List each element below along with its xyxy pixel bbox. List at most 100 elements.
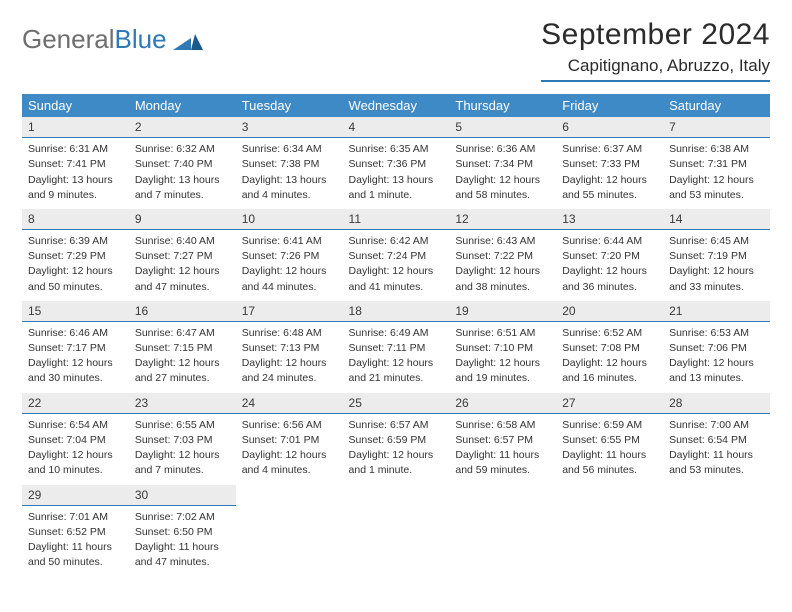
- calendar-cell: 4Sunrise: 6:35 AMSunset: 7:36 PMDaylight…: [343, 117, 450, 209]
- weekday-header: Sunday: [22, 94, 129, 117]
- day-line: Daylight: 11 hours: [28, 540, 123, 554]
- calendar-cell: 15Sunrise: 6:46 AMSunset: 7:17 PMDayligh…: [22, 301, 129, 393]
- day-number: 11: [343, 209, 450, 229]
- day-line: Daylight: 12 hours: [242, 356, 337, 370]
- day-line: and 10 minutes.: [28, 463, 123, 477]
- day-line: Sunset: 7:04 PM: [28, 433, 123, 447]
- day-line: Sunrise: 7:02 AM: [135, 510, 230, 524]
- day-line: Sunset: 7:15 PM: [135, 341, 230, 355]
- day-line: Daylight: 12 hours: [562, 264, 657, 278]
- day-line: Sunset: 7:13 PM: [242, 341, 337, 355]
- day-details: Sunrise: 6:46 AMSunset: 7:17 PMDaylight:…: [22, 322, 129, 393]
- day-line: and 21 minutes.: [349, 371, 444, 385]
- day-line: and 56 minutes.: [562, 463, 657, 477]
- day-line: Daylight: 13 hours: [242, 173, 337, 187]
- day-details: Sunrise: 6:56 AMSunset: 7:01 PMDaylight:…: [236, 414, 343, 485]
- day-line: Daylight: 12 hours: [28, 356, 123, 370]
- calendar-cell: 21Sunrise: 6:53 AMSunset: 7:06 PMDayligh…: [663, 301, 770, 393]
- day-line: and 19 minutes.: [455, 371, 550, 385]
- day-line: and 7 minutes.: [135, 463, 230, 477]
- day-line: Daylight: 11 hours: [135, 540, 230, 554]
- day-number: 29: [22, 485, 129, 505]
- day-line: Daylight: 11 hours: [562, 448, 657, 462]
- day-number: 1: [22, 117, 129, 137]
- weekday-header: Friday: [556, 94, 663, 117]
- day-line: Daylight: 12 hours: [455, 264, 550, 278]
- day-number: 26: [449, 393, 556, 413]
- day-line: Daylight: 12 hours: [349, 264, 444, 278]
- day-line: and 1 minute.: [349, 188, 444, 202]
- day-number: 5: [449, 117, 556, 137]
- calendar-cell: 18Sunrise: 6:49 AMSunset: 7:11 PMDayligh…: [343, 301, 450, 393]
- day-line: Daylight: 12 hours: [28, 448, 123, 462]
- day-line: Sunrise: 6:49 AM: [349, 326, 444, 340]
- day-number: 23: [129, 393, 236, 413]
- day-number: 21: [663, 301, 770, 321]
- calendar-cell: 29Sunrise: 7:01 AMSunset: 6:52 PMDayligh…: [22, 485, 129, 577]
- calendar-cell: 28Sunrise: 7:00 AMSunset: 6:54 PMDayligh…: [663, 393, 770, 485]
- day-line: and 50 minutes.: [28, 555, 123, 569]
- day-number: 20: [556, 301, 663, 321]
- day-line: and 4 minutes.: [242, 463, 337, 477]
- day-line: and 38 minutes.: [455, 280, 550, 294]
- day-line: and 4 minutes.: [242, 188, 337, 202]
- day-line: Sunset: 7:06 PM: [669, 341, 764, 355]
- day-line: Sunset: 7:34 PM: [455, 157, 550, 171]
- day-line: and 58 minutes.: [455, 188, 550, 202]
- day-line: Sunset: 6:50 PM: [135, 525, 230, 539]
- day-details: Sunrise: 6:59 AMSunset: 6:55 PMDaylight:…: [556, 414, 663, 485]
- day-line: and 30 minutes.: [28, 371, 123, 385]
- day-number: 7: [663, 117, 770, 137]
- day-line: Sunrise: 6:40 AM: [135, 234, 230, 248]
- day-line: Sunrise: 7:00 AM: [669, 418, 764, 432]
- day-line: Sunrise: 6:34 AM: [242, 142, 337, 156]
- day-line: Daylight: 13 hours: [349, 173, 444, 187]
- logo-text-1: General: [22, 24, 115, 55]
- day-line: Daylight: 11 hours: [455, 448, 550, 462]
- day-line: Sunset: 7:33 PM: [562, 157, 657, 171]
- day-line: Sunrise: 6:44 AM: [562, 234, 657, 248]
- calendar-cell: 5Sunrise: 6:36 AMSunset: 7:34 PMDaylight…: [449, 117, 556, 209]
- calendar-table: Sunday Monday Tuesday Wednesday Thursday…: [22, 94, 770, 576]
- day-line: Daylight: 13 hours: [28, 173, 123, 187]
- day-line: Sunset: 7:27 PM: [135, 249, 230, 263]
- calendar-cell: 24Sunrise: 6:56 AMSunset: 7:01 PMDayligh…: [236, 393, 343, 485]
- day-line: Sunset: 7:20 PM: [562, 249, 657, 263]
- day-line: and 16 minutes.: [562, 371, 657, 385]
- day-line: Sunset: 7:22 PM: [455, 249, 550, 263]
- day-line: Sunset: 7:40 PM: [135, 157, 230, 171]
- day-details: Sunrise: 6:39 AMSunset: 7:29 PMDaylight:…: [22, 230, 129, 301]
- day-number: 4: [343, 117, 450, 137]
- calendar-cell: 16Sunrise: 6:47 AMSunset: 7:15 PMDayligh…: [129, 301, 236, 393]
- calendar-cell: 1Sunrise: 6:31 AMSunset: 7:41 PMDaylight…: [22, 117, 129, 209]
- day-line: Sunrise: 6:54 AM: [28, 418, 123, 432]
- calendar-week-row: 1Sunrise: 6:31 AMSunset: 7:41 PMDaylight…: [22, 117, 770, 209]
- calendar-cell: [556, 485, 663, 577]
- day-line: and 9 minutes.: [28, 188, 123, 202]
- calendar-week-row: 22Sunrise: 6:54 AMSunset: 7:04 PMDayligh…: [22, 393, 770, 485]
- day-line: Sunset: 7:31 PM: [669, 157, 764, 171]
- day-line: Daylight: 12 hours: [135, 264, 230, 278]
- weekday-header: Saturday: [663, 94, 770, 117]
- day-line: Sunrise: 6:58 AM: [455, 418, 550, 432]
- day-details: Sunrise: 6:52 AMSunset: 7:08 PMDaylight:…: [556, 322, 663, 393]
- day-line: Sunset: 7:41 PM: [28, 157, 123, 171]
- day-line: Daylight: 12 hours: [135, 448, 230, 462]
- calendar-cell: 30Sunrise: 7:02 AMSunset: 6:50 PMDayligh…: [129, 485, 236, 577]
- page-header: GeneralBlue September 2024 Capitignano, …: [22, 18, 770, 82]
- calendar-cell: 25Sunrise: 6:57 AMSunset: 6:59 PMDayligh…: [343, 393, 450, 485]
- day-line: Sunset: 7:24 PM: [349, 249, 444, 263]
- day-line: Sunrise: 6:42 AM: [349, 234, 444, 248]
- day-line: Sunrise: 6:46 AM: [28, 326, 123, 340]
- day-number: 19: [449, 301, 556, 321]
- day-line: Sunrise: 6:57 AM: [349, 418, 444, 432]
- day-line: Sunrise: 6:48 AM: [242, 326, 337, 340]
- title-block: September 2024 Capitignano, Abruzzo, Ita…: [541, 18, 770, 82]
- day-line: and 41 minutes.: [349, 280, 444, 294]
- day-details: Sunrise: 6:36 AMSunset: 7:34 PMDaylight:…: [449, 138, 556, 209]
- day-line: Daylight: 12 hours: [562, 356, 657, 370]
- day-line: Daylight: 12 hours: [242, 264, 337, 278]
- day-line: Daylight: 12 hours: [669, 173, 764, 187]
- calendar-cell: 13Sunrise: 6:44 AMSunset: 7:20 PMDayligh…: [556, 209, 663, 301]
- weekday-header: Tuesday: [236, 94, 343, 117]
